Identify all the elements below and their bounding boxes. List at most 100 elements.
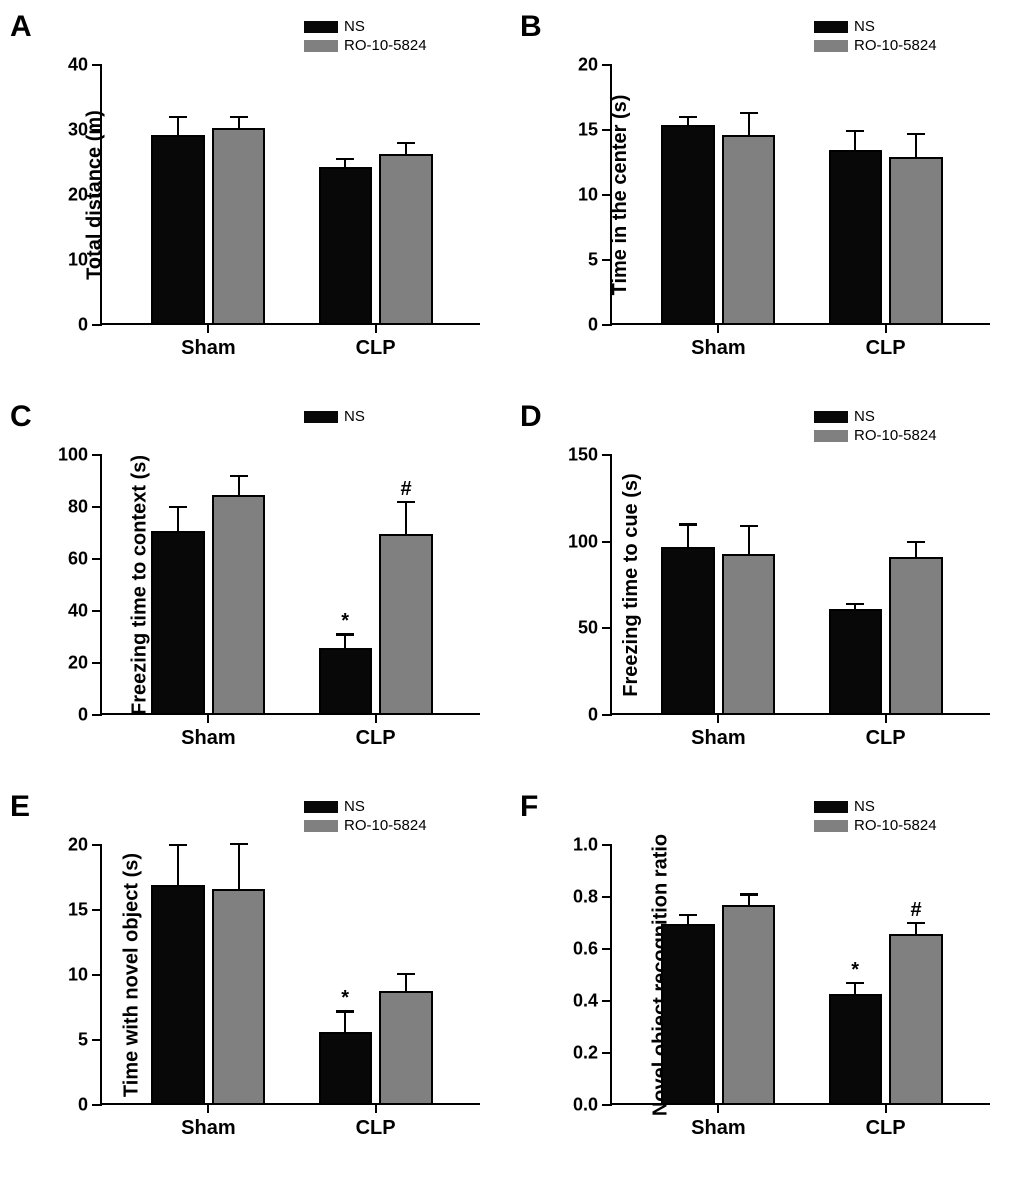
y-tick-label: 0: [588, 315, 598, 336]
legend-swatch: [814, 411, 848, 423]
error-cap: [846, 130, 864, 132]
bar-ro: [722, 905, 775, 1103]
bar-ro: [722, 554, 775, 713]
x-tick: [717, 1103, 719, 1113]
bar-ns: [319, 167, 372, 323]
x-tick: [207, 1103, 209, 1113]
y-tick-label: 0.2: [573, 1043, 598, 1064]
error-bar: [405, 502, 407, 536]
y-tick-label: 0.0: [573, 1095, 598, 1116]
legend-label: NS: [854, 408, 875, 425]
x-tick: [717, 713, 719, 723]
error-cap: [740, 525, 758, 527]
error-bar: [915, 542, 917, 559]
legend-swatch: [814, 801, 848, 813]
bar-ro: [212, 495, 265, 713]
significance-marker: *: [341, 610, 349, 633]
error-cap: [169, 506, 187, 508]
y-tick: [602, 627, 612, 629]
y-tick: [92, 194, 102, 196]
x-tick: [885, 713, 887, 723]
panel-letter: F: [520, 790, 538, 824]
y-tick-label: 50: [578, 618, 598, 639]
significance-marker: *: [851, 959, 859, 982]
y-tick-label: 20: [68, 835, 88, 856]
error-cap: [230, 843, 248, 845]
y-tick-label: 0.4: [573, 991, 598, 1012]
error-bar: [748, 526, 750, 555]
y-tick-label: 40: [68, 55, 88, 76]
y-tick-label: 5: [588, 250, 598, 271]
y-tick-label: 15: [578, 120, 598, 141]
y-tick: [92, 129, 102, 131]
legend: NSRO-10-5824: [304, 18, 427, 54]
y-tick: [602, 1104, 612, 1106]
y-tick-label: 5: [78, 1030, 88, 1051]
bar-ro: [889, 157, 942, 323]
y-tick: [92, 324, 102, 326]
plot-area: 0.00.20.40.60.81.0ShamCLP*#: [610, 845, 990, 1105]
figure-grid: ANSRO-10-5824Total distance (m)010203040…: [10, 10, 1010, 1160]
error-cap: [846, 982, 864, 984]
y-tick: [602, 1000, 612, 1002]
x-tick-label: CLP: [356, 1117, 396, 1140]
error-bar: [854, 983, 856, 996]
y-tick-label: 30: [68, 120, 88, 141]
bar-ns: [319, 1032, 372, 1104]
error-bar: [748, 894, 750, 907]
bar-ro: [379, 534, 432, 713]
x-tick: [207, 323, 209, 333]
y-tick: [602, 1052, 612, 1054]
error-bar: [177, 507, 179, 533]
significance-marker: #: [910, 899, 921, 922]
panel-a: ANSRO-10-5824Total distance (m)010203040…: [10, 10, 500, 380]
y-tick: [92, 506, 102, 508]
x-tick-label: Sham: [181, 727, 235, 750]
plot-area: 05101520ShamCLP*: [100, 845, 480, 1105]
y-tick: [92, 714, 102, 716]
plot-area: 050100150ShamCLP: [610, 455, 990, 715]
y-tick: [92, 454, 102, 456]
legend-swatch: [814, 430, 848, 442]
y-tick-label: 0.8: [573, 887, 598, 908]
y-tick-label: 10: [578, 185, 598, 206]
y-tick-label: 0: [78, 705, 88, 726]
error-bar: [344, 159, 346, 169]
error-cap: [169, 116, 187, 118]
bar-ns: [151, 531, 204, 713]
error-bar: [238, 117, 240, 130]
bar-ns: [661, 125, 714, 323]
y-tick: [602, 948, 612, 950]
x-tick: [375, 1103, 377, 1113]
y-tick: [602, 896, 612, 898]
legend-item-ro: RO-10-5824: [814, 427, 937, 444]
y-tick: [92, 259, 102, 261]
legend-swatch: [304, 820, 338, 832]
error-bar: [177, 845, 179, 887]
x-tick-label: CLP: [866, 337, 906, 360]
bar-ns: [151, 885, 204, 1103]
y-tick: [602, 844, 612, 846]
legend: NS RO-10-5824: [814, 408, 937, 444]
y-tick: [92, 1039, 102, 1041]
error-cap: [740, 893, 758, 895]
legend-item-ns: NS: [304, 798, 427, 815]
bar-ro: [212, 128, 265, 323]
significance-marker: #: [400, 478, 411, 501]
error-cap: [679, 523, 697, 525]
panel-letter: B: [520, 10, 542, 44]
error-cap: [336, 158, 354, 160]
panel-d: DNSRO-10-5824Freezing time to cue (s)050…: [520, 400, 1010, 770]
y-tick-label: 0.6: [573, 939, 598, 960]
panel-letter: C: [10, 400, 32, 434]
x-tick-label: CLP: [866, 727, 906, 750]
legend-swatch: [814, 40, 848, 52]
error-bar: [687, 524, 689, 548]
y-tick: [602, 194, 612, 196]
error-cap: [907, 922, 925, 924]
legend: NSRO-10-5824: [814, 18, 937, 54]
y-tick: [602, 541, 612, 543]
legend-item-ro: RO-10-5824: [814, 37, 937, 54]
legend-swatch: [304, 411, 338, 423]
y-tick: [92, 64, 102, 66]
